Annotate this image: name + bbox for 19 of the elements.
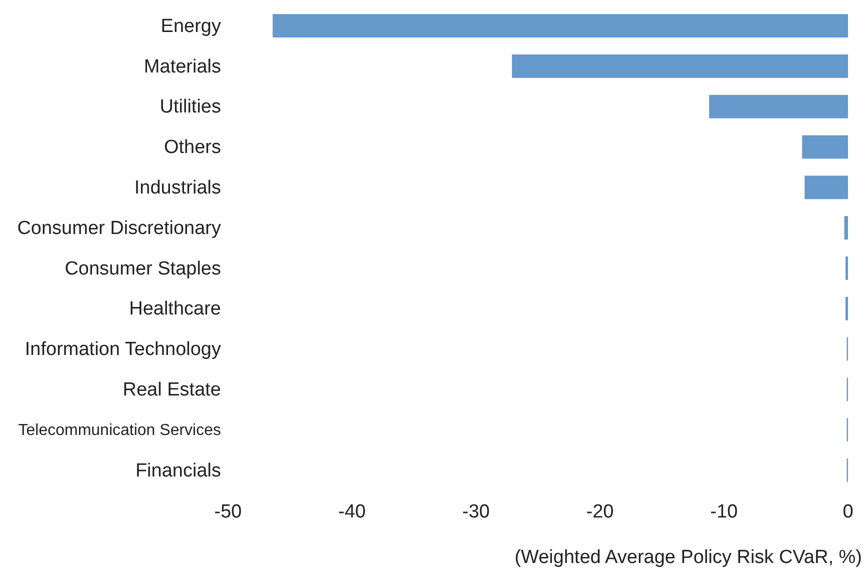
y-tick-label: Consumer Discretionary <box>17 218 222 239</box>
y-tick-label: Energy <box>160 16 222 37</box>
y-tick-label: Materials <box>144 56 221 78</box>
x-tick-label: -50 <box>214 501 242 522</box>
x-tick-label: 0 <box>842 501 854 522</box>
y-tick-label: Others <box>164 137 221 158</box>
x-axis-title: (Weighted Average Policy Risk CVaR, %) <box>514 547 862 568</box>
y-tick-label: Healthcare <box>129 298 221 320</box>
y-tick-label: Information Technology <box>24 339 222 360</box>
x-tick-label: -30 <box>462 501 490 522</box>
y-tick-label: Real Estate <box>122 379 221 400</box>
y-tick-label: Consumer Staples <box>64 258 221 280</box>
x-tick-label: -20 <box>586 501 614 522</box>
x-tick-label: -10 <box>710 501 738 522</box>
y-tick-label: Utilities <box>160 96 221 118</box>
y-tick-label: Financials <box>135 460 221 482</box>
x-tick-label: -40 <box>338 501 366 522</box>
y-tick-label: Telecommunication Services <box>18 422 221 439</box>
y-tick-label: Industrials <box>134 177 221 198</box>
